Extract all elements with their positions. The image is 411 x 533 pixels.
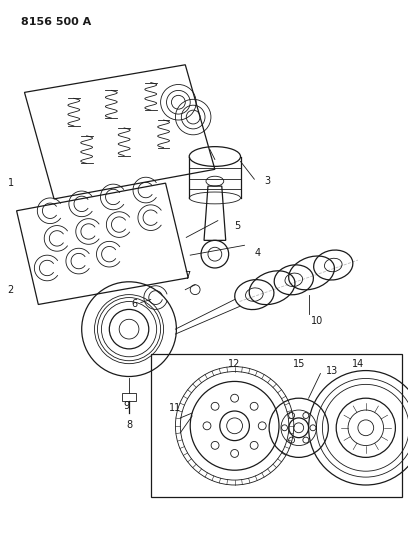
- Bar: [122, 393, 136, 401]
- Text: 11: 11: [169, 403, 182, 413]
- Text: 2: 2: [7, 285, 14, 295]
- Text: 3: 3: [264, 176, 270, 186]
- Text: 10: 10: [311, 316, 323, 326]
- Text: 1: 1: [8, 178, 14, 188]
- Text: 12: 12: [229, 359, 241, 369]
- Text: 13: 13: [326, 366, 339, 376]
- Text: 9: 9: [123, 401, 129, 411]
- Text: 14: 14: [352, 359, 364, 369]
- Text: 6: 6: [131, 300, 137, 310]
- Bar: [151, 354, 402, 497]
- Text: 5: 5: [234, 221, 241, 231]
- Text: 4: 4: [254, 248, 261, 258]
- Text: 15: 15: [293, 359, 305, 369]
- Text: 8156 500 A: 8156 500 A: [21, 18, 91, 27]
- Text: 7: 7: [184, 271, 190, 281]
- Text: 8: 8: [126, 420, 132, 430]
